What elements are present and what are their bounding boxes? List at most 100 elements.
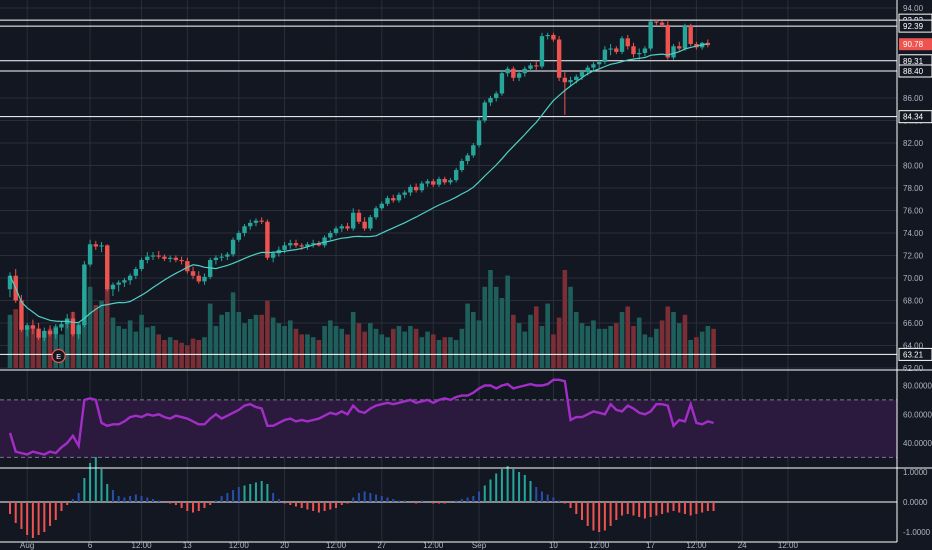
volume-bar (636, 317, 642, 368)
momentum-bar (403, 500, 406, 502)
volume-bar (608, 326, 613, 368)
candle-body (522, 68, 527, 74)
price-axis[interactable]: 94.0086.0084.0082.0080.0078.0076.0074.00… (898, 4, 932, 537)
current-price-label: 90.78 (903, 40, 924, 49)
momentum-bar (329, 502, 332, 510)
candle-body (402, 192, 407, 195)
volume-bar (476, 320, 482, 368)
candle-body (356, 212, 362, 222)
momentum-bar (317, 502, 320, 513)
candle-body (139, 260, 144, 269)
momentum-bar (237, 487, 240, 502)
level-label: 89.31 (903, 57, 924, 66)
candle-body (499, 73, 505, 94)
candle-body (391, 198, 396, 201)
momentum-bar (83, 478, 86, 502)
volume-bar (236, 312, 242, 368)
time-tick-label: 12:00 (132, 541, 153, 550)
momentum-bar (512, 469, 515, 502)
momentum-bar (558, 500, 561, 502)
time-tick-label: 10 (549, 541, 558, 550)
momentum-bar (380, 496, 383, 502)
momentum-bar (306, 502, 309, 510)
momentum-bar (289, 502, 292, 505)
volume-bar (385, 337, 390, 368)
volume-bar (265, 300, 270, 368)
momentum-bar (397, 500, 400, 502)
momentum-bar (581, 502, 583, 520)
volume-bar (699, 331, 705, 368)
volume-bar (253, 314, 259, 368)
candle-body (408, 186, 413, 193)
price-tick-label: 82.00 (903, 139, 924, 148)
candle-body (574, 76, 579, 80)
volume-bar (488, 270, 493, 368)
candle-body (648, 21, 653, 49)
volume-bar (47, 328, 53, 368)
candle-body (351, 212, 356, 229)
price-tick-label: 62.00 (903, 364, 924, 373)
candle-body (82, 264, 87, 326)
volume-bar (305, 334, 310, 368)
candle-body (494, 93, 499, 98)
moving-average-path (9, 43, 708, 324)
momentum-bar (678, 502, 681, 513)
momentum-bar (500, 469, 503, 502)
volume-bar (362, 331, 367, 368)
candle-body (36, 328, 41, 338)
candle-body (7, 275, 13, 290)
momentum-bar (60, 502, 63, 511)
volume-bar (642, 334, 648, 368)
volume-bar (671, 312, 676, 368)
momentum-bar (546, 494, 549, 502)
candle-body (654, 21, 659, 23)
momentum-tick-label: -1.0000 (903, 528, 931, 537)
volume-bar (310, 337, 316, 368)
event-marker-circle (51, 348, 66, 364)
candle-body (265, 221, 270, 258)
momentum-bar (529, 481, 532, 502)
event-marker[interactable]: E (51, 348, 66, 364)
volume-bar (276, 323, 282, 368)
volume-bar (225, 312, 230, 368)
momentum-bar (100, 469, 103, 502)
price-tick-label: 78.00 (903, 184, 924, 193)
momentum-bar (9, 502, 11, 514)
momentum-bar (357, 493, 360, 502)
price-tick-label: 86.00 (903, 94, 924, 103)
momentum-bar (220, 496, 223, 502)
momentum-bar (312, 502, 315, 511)
volume-bar (408, 326, 413, 368)
candle-body (568, 80, 573, 83)
candle-body (345, 226, 350, 229)
rsi-tick-label: 60.0000 (903, 410, 932, 419)
level-label: 92.39 (903, 22, 924, 31)
volume-bar (545, 303, 550, 368)
rsi-line (8, 378, 714, 456)
candle-body (190, 271, 196, 276)
horizontal-levels[interactable] (0, 19, 897, 355)
volume-bar (150, 326, 156, 368)
momentum-bar (117, 496, 120, 502)
time-tick-label: 12:00 (778, 541, 799, 550)
momentum-bar (603, 502, 606, 531)
momentum-bar (443, 502, 446, 504)
momentum-bar (169, 502, 172, 504)
candle-body (596, 62, 602, 65)
momentum-bar (569, 502, 572, 508)
volume-bar (259, 314, 264, 368)
rsi-path (8, 378, 714, 456)
volume-bar (596, 328, 602, 368)
candle-body (373, 208, 379, 218)
candle-body (179, 260, 184, 262)
momentum-bar (386, 497, 389, 502)
price-tick-label: 72.00 (903, 252, 924, 261)
time-axis[interactable]: Aug 6 12:00 13 12:00 20 12:00 27 12:00 Sep 10 12:00… (20, 541, 798, 550)
price-tick-label: 66.00 (903, 319, 924, 328)
candle-body (185, 261, 190, 272)
momentum-bar (203, 502, 206, 508)
candle-body (270, 253, 276, 258)
momentum-bar (249, 484, 252, 502)
